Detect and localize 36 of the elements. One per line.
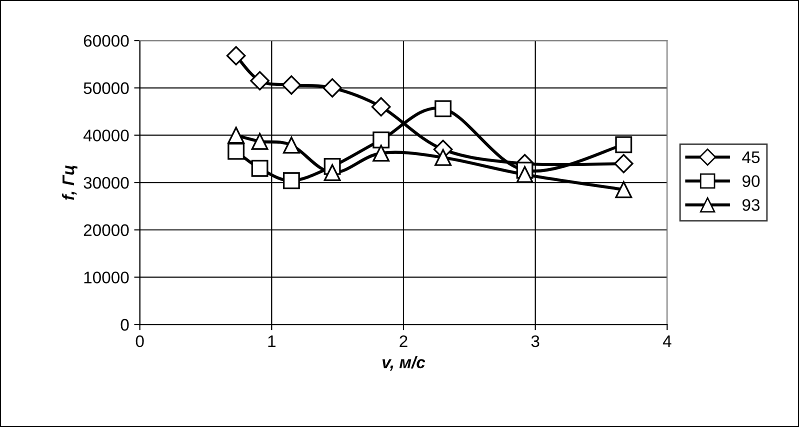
legend-label: 93 bbox=[742, 199, 760, 211]
point bbox=[251, 160, 268, 177]
point bbox=[324, 164, 341, 182]
point bbox=[516, 166, 534, 183]
point bbox=[371, 97, 391, 116]
y-tick-label: 10000 bbox=[84, 272, 129, 284]
point bbox=[251, 132, 268, 150]
point bbox=[372, 131, 390, 148]
y-tick-label: 60000 bbox=[84, 34, 129, 47]
y-tick-label: 30000 bbox=[84, 176, 129, 189]
point bbox=[434, 148, 452, 166]
x-tick-label: 4 bbox=[662, 336, 672, 348]
legend-label: 90 bbox=[742, 175, 760, 188]
point bbox=[615, 136, 632, 154]
y-tick-label: 40000 bbox=[83, 130, 129, 142]
y-tick-label: 0 bbox=[120, 318, 129, 331]
point bbox=[282, 136, 300, 154]
x-tick-label: 0 bbox=[136, 335, 144, 348]
point bbox=[614, 154, 634, 174]
x-tick-label: 1 bbox=[268, 336, 276, 348]
point bbox=[615, 181, 632, 198]
point bbox=[282, 172, 300, 190]
legend-label: 45 bbox=[742, 152, 760, 164]
y-tick-label: 50000 bbox=[84, 82, 129, 94]
point bbox=[226, 46, 246, 66]
point bbox=[282, 75, 302, 95]
point bbox=[372, 144, 390, 162]
point bbox=[322, 78, 342, 98]
point bbox=[250, 71, 270, 90]
x-axis-title: v, м/с bbox=[382, 356, 426, 371]
x-tick-label: 2 bbox=[400, 335, 408, 348]
point bbox=[434, 100, 452, 118]
y-tick-label: 20000 bbox=[84, 224, 129, 236]
x-tick-label: 3 bbox=[531, 335, 540, 348]
point bbox=[228, 142, 245, 160]
y-axis-title: f, Гц bbox=[62, 166, 78, 200]
